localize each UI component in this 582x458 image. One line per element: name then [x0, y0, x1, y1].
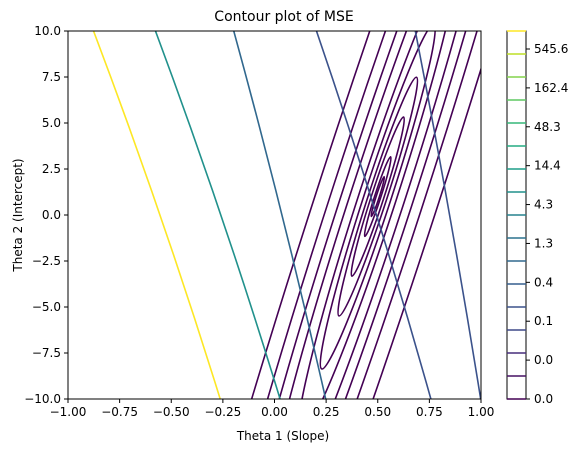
colorbar-label: 0.0 [534, 353, 553, 367]
x-tick-label: −0.75 [101, 405, 138, 419]
y-tick-label: −7.5 [32, 346, 61, 360]
x-tick-label: 1.00 [468, 405, 495, 419]
y-tick-label: −5.0 [32, 300, 61, 314]
contour-ring [120, 31, 481, 399]
y-tick-label: 10.0 [34, 24, 61, 38]
x-tick-label: −0.50 [153, 405, 190, 419]
colorbar-label: 1.3 [534, 236, 553, 250]
colorbar: 545.6 162.4 48.3 14.4 4.3 1.3 0.4 0.1 0.0 0.0 [506, 30, 568, 406]
x-tick-label: −1.00 [50, 405, 87, 419]
contour-ring [319, 31, 436, 370]
contour-ring [370, 175, 386, 218]
chart-title: Contour plot of MSE [214, 9, 353, 25]
colorbar-label: 14.4 [534, 159, 561, 173]
y-tick-label: 7.5 [42, 70, 61, 84]
x-axis-ticks: −1.00 −0.75 −0.50 −0.25 0.00 0.25 0.50 0.75 1.00 [50, 399, 495, 419]
y-axis-ticks: −10.0 −7.5 −5.0 −2.5 0.0 2.5 5.0 7.5 10.0 [24, 24, 68, 406]
x-tick-label: −0.25 [204, 405, 241, 419]
y-tick-label: 2.5 [42, 162, 61, 176]
y-tick-label: −2.5 [32, 254, 61, 268]
x-axis-label: Theta 1 (Slope) [236, 429, 329, 443]
contour-ring [337, 76, 419, 317]
contour-line [92, 31, 222, 399]
colorbar-label: 4.3 [534, 198, 553, 212]
colorbar-levels [507, 30, 526, 400]
colorbar-labels: 545.6 162.4 48.3 14.4 4.3 1.3 0.4 0.1 0.0 0.0 [526, 42, 568, 406]
contour-line [232, 31, 327, 399]
colorbar-label: 0.4 [534, 275, 553, 289]
contour-ring [363, 156, 392, 238]
contour-ring [226, 31, 481, 399]
x-tick-label: 0.75 [416, 405, 443, 419]
contour-lines [92, 31, 481, 399]
x-tick-label: 0.25 [313, 405, 340, 419]
colorbar-label: 0.1 [534, 314, 553, 328]
y-axis-label: Theta 2 (Intercept) [11, 158, 25, 272]
colorbar-label: 162.4 [534, 81, 568, 95]
colorbar-label: 48.3 [534, 120, 561, 134]
colorbar-label: 0.0 [534, 392, 553, 406]
x-tick-label: 0.00 [261, 405, 288, 419]
contour-ring [350, 116, 406, 277]
x-tick-label: 0.50 [364, 405, 391, 419]
contour-ring [297, 31, 459, 399]
colorbar-label: 545.6 [534, 42, 568, 56]
y-tick-label: −10.0 [24, 392, 61, 406]
contour-line [414, 31, 481, 399]
y-tick-label: 0.0 [42, 208, 61, 222]
y-tick-label: 5.0 [42, 116, 61, 130]
contour-ring [182, 31, 481, 399]
contour-line [154, 31, 281, 399]
contour-line [315, 31, 432, 399]
